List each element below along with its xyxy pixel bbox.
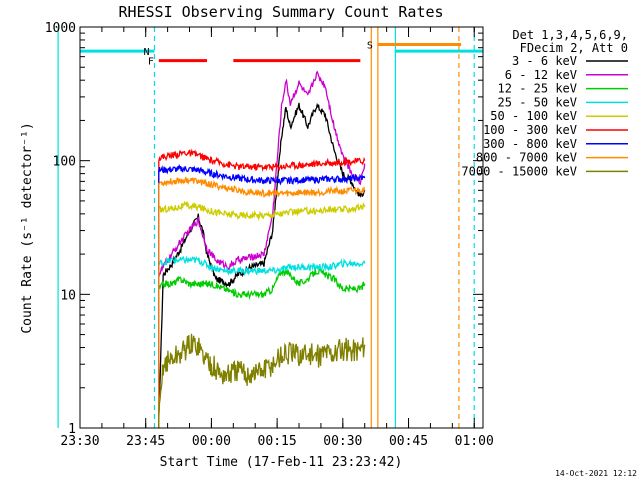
x-tick-label: 00:30	[323, 434, 362, 449]
series-line	[158, 200, 366, 428]
legend-label: 6 - 12 keV	[505, 68, 577, 82]
series-line	[158, 333, 366, 428]
series-line	[158, 163, 366, 428]
state-bar-label: S	[367, 40, 373, 51]
x-tick-label: 00:00	[192, 434, 231, 449]
series-line	[158, 268, 366, 428]
series-line	[158, 255, 366, 428]
legend-header: FDecim 2, Att 0	[520, 41, 628, 55]
y-tick-label: 1000	[45, 21, 76, 36]
x-tick-label: 23:45	[126, 434, 165, 449]
state-bar-label: N	[143, 47, 149, 58]
x-tick-label: 01:00	[455, 434, 494, 449]
legend-label: 7000 - 15000 keV	[461, 164, 577, 178]
x-tick-label: 00:45	[389, 434, 428, 449]
legend-label: 100 - 300 keV	[483, 123, 577, 137]
state-bar-label: F	[148, 57, 154, 68]
y-tick-label: 10	[60, 288, 76, 303]
x-tick-label: 00:15	[258, 434, 297, 449]
x-tick-label: 23:30	[60, 434, 99, 449]
legend-label: 25 - 50 keV	[498, 95, 577, 109]
legend-label: 50 - 100 keV	[490, 109, 577, 123]
legend-label: 800 - 7000 keV	[476, 151, 577, 165]
legend-label: 3 - 6 keV	[512, 54, 577, 68]
series-line	[158, 70, 366, 428]
plot-area: NF S	[57, 27, 483, 428]
legend-label: 300 - 800 keV	[483, 137, 577, 151]
series-line	[158, 148, 366, 428]
footer-timestamp: 14-Oct-2021 12:12	[555, 469, 637, 478]
y-tick-label: 100	[53, 155, 76, 170]
series-line	[158, 176, 366, 428]
x-axis-label: Start Time (17-Feb-11 23:23:42)	[160, 455, 403, 470]
legend-label: 12 - 25 keV	[498, 82, 577, 96]
y-axis-label: Count Rate (s⁻¹ detector⁻¹)	[20, 122, 35, 333]
legend: Det 1,3,4,5,6,9,FDecim 2, Att 03 - 6 keV…	[461, 28, 628, 178]
y-tick-label: 1	[68, 422, 76, 437]
plot-frame	[79, 26, 484, 429]
x-axis: 23:30 23:45 00:00 00:15 00:30 00:45 01:00	[60, 27, 494, 449]
chart-title: RHESSI Observing Summary Count Rates	[118, 3, 443, 21]
y-axis: 1 10 100 1000	[45, 21, 483, 437]
legend-header: Det 1,3,4,5,6,9,	[512, 28, 628, 42]
